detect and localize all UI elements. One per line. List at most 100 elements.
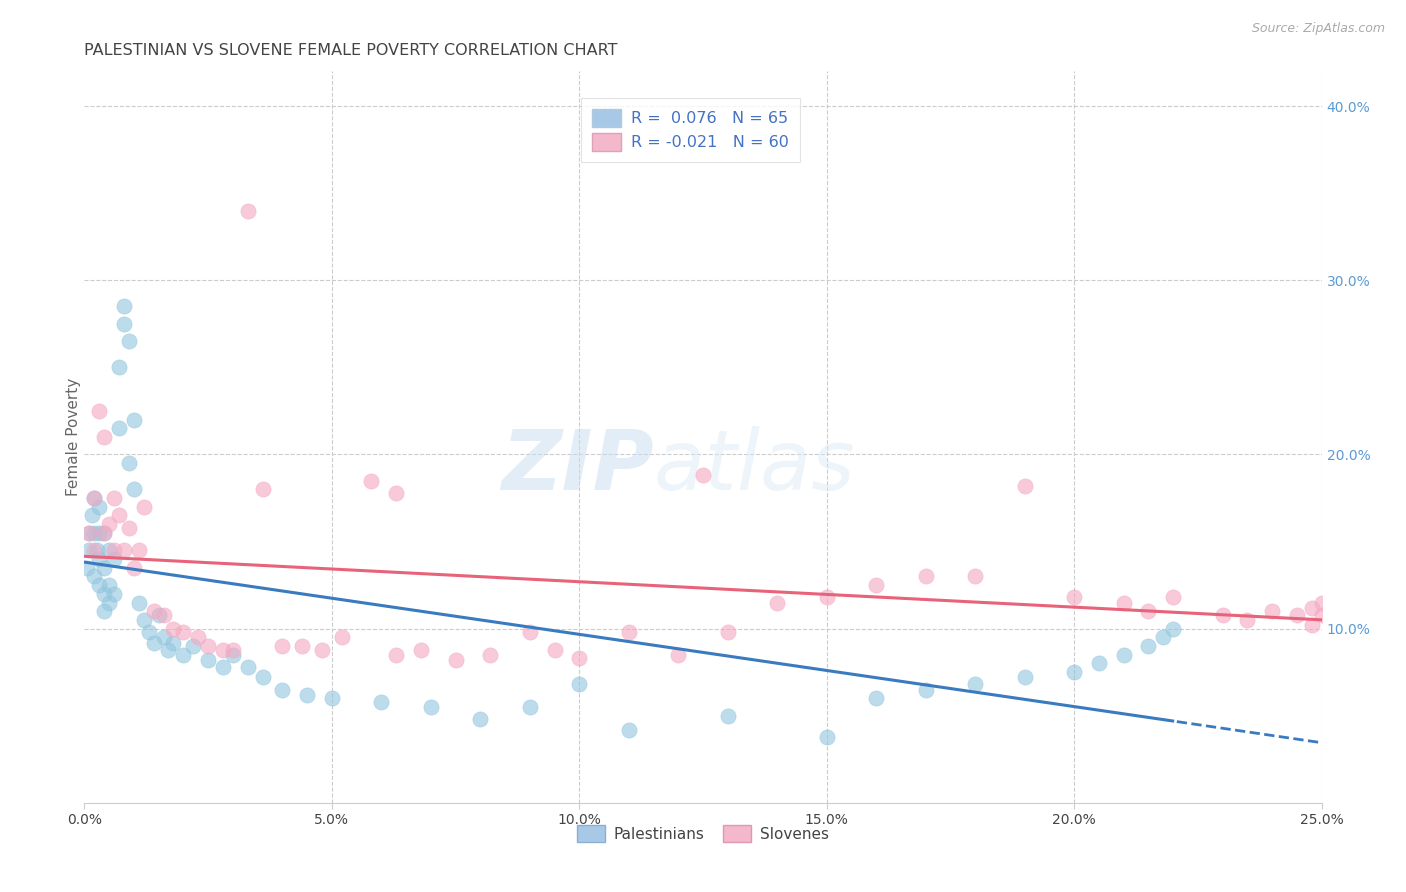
Point <box>1301 618 1323 632</box>
Point <box>79 525 101 540</box>
Point <box>112 543 135 558</box>
Text: atlas: atlas <box>654 425 855 507</box>
Point <box>138 625 160 640</box>
Point <box>409 642 432 657</box>
Point <box>1310 607 1333 622</box>
Point <box>89 525 111 540</box>
Point <box>1088 657 1111 671</box>
Point <box>1236 613 1258 627</box>
Point <box>142 635 165 649</box>
Point <box>172 648 194 662</box>
Point <box>1212 607 1234 622</box>
Point <box>1161 622 1184 636</box>
Point <box>965 677 987 691</box>
Point <box>181 639 204 653</box>
Point <box>766 595 789 609</box>
Point <box>98 543 121 558</box>
Point <box>89 552 111 566</box>
Point <box>93 604 115 618</box>
Point <box>212 642 235 657</box>
Point <box>1285 607 1308 622</box>
Point <box>914 682 936 697</box>
Point <box>98 517 121 532</box>
Point <box>112 300 135 314</box>
Point <box>1112 595 1135 609</box>
Point <box>1063 591 1085 605</box>
Point <box>83 569 105 583</box>
Point <box>311 642 333 657</box>
Point <box>271 682 294 697</box>
Point <box>197 639 219 653</box>
Point <box>291 639 314 653</box>
Point <box>172 625 194 640</box>
Point <box>93 525 115 540</box>
Point <box>444 653 467 667</box>
Point <box>815 591 838 605</box>
Y-axis label: Female Poverty: Female Poverty <box>66 378 80 496</box>
Point <box>132 613 155 627</box>
Point <box>568 651 591 665</box>
Point <box>148 607 170 622</box>
Point <box>86 543 108 558</box>
Point <box>89 578 111 592</box>
Point <box>142 604 165 618</box>
Point <box>865 691 887 706</box>
Point <box>83 491 105 505</box>
Point <box>93 525 115 540</box>
Point <box>370 695 392 709</box>
Point <box>118 456 141 470</box>
Point <box>692 468 714 483</box>
Point <box>1261 604 1284 618</box>
Point <box>252 483 274 497</box>
Point <box>103 552 125 566</box>
Point <box>128 543 150 558</box>
Point <box>360 474 382 488</box>
Point <box>1137 639 1160 653</box>
Point <box>162 622 184 636</box>
Point <box>152 631 174 645</box>
Point <box>79 543 101 558</box>
Point <box>543 642 565 657</box>
Point <box>330 631 353 645</box>
Point <box>617 625 640 640</box>
Point <box>519 700 541 714</box>
Point <box>122 483 145 497</box>
Point <box>187 631 209 645</box>
Point <box>252 670 274 684</box>
Point <box>152 607 174 622</box>
Point <box>1014 670 1036 684</box>
Point <box>212 660 235 674</box>
Point <box>717 708 740 723</box>
Point <box>1063 665 1085 680</box>
Point <box>479 648 502 662</box>
Point <box>108 508 131 523</box>
Text: ZIP: ZIP <box>501 425 654 507</box>
Point <box>1310 595 1333 609</box>
Point <box>914 569 936 583</box>
Point <box>79 525 101 540</box>
Point <box>83 491 105 505</box>
Point <box>519 625 541 640</box>
Point <box>118 521 141 535</box>
Point <box>222 648 245 662</box>
Point <box>108 421 131 435</box>
Point <box>1014 479 1036 493</box>
Point <box>295 688 318 702</box>
Point <box>236 660 259 674</box>
Point <box>222 642 245 657</box>
Point <box>666 648 689 662</box>
Point <box>321 691 343 706</box>
Point <box>1301 600 1323 615</box>
Point <box>617 723 640 737</box>
Point <box>118 334 141 349</box>
Point <box>89 500 111 514</box>
Point <box>132 500 155 514</box>
Point <box>1112 648 1135 662</box>
Point <box>103 491 125 505</box>
Point <box>103 587 125 601</box>
Text: PALESTINIAN VS SLOVENE FEMALE POVERTY CORRELATION CHART: PALESTINIAN VS SLOVENE FEMALE POVERTY CO… <box>84 43 617 58</box>
Point <box>1137 604 1160 618</box>
Point <box>93 587 115 601</box>
Point <box>122 560 145 574</box>
Point <box>419 700 441 714</box>
